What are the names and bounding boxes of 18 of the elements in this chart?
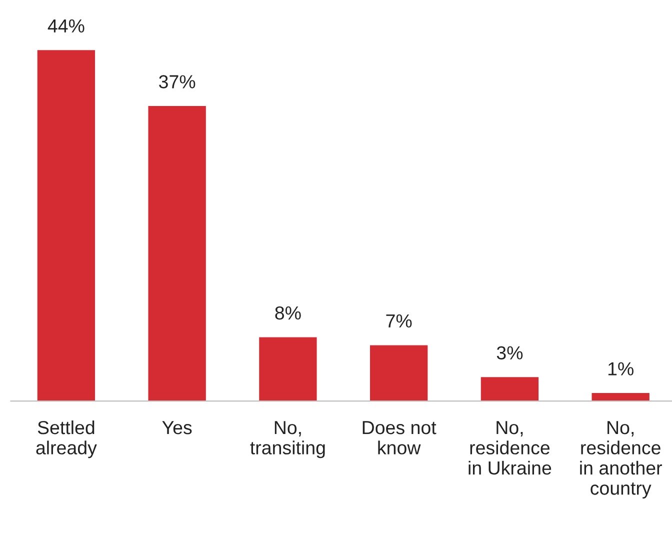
bar	[592, 393, 650, 402]
data-label: 37%	[159, 75, 196, 88]
x-tick-label: No, residence in Ukraine	[468, 421, 552, 475]
data-label: 3%	[496, 346, 523, 360]
bar	[259, 337, 317, 402]
data-label: 1%	[608, 362, 634, 376]
x-tick-label: No, transiting	[250, 421, 325, 458]
x-tick-label: Yes	[162, 421, 192, 434]
x-tick-label: Does not know	[362, 421, 436, 454]
bar	[148, 106, 206, 402]
x-tick-label: No, residence in another country	[580, 421, 662, 499]
bar	[370, 345, 428, 402]
x-tick-label: Settled already	[36, 420, 97, 458]
bar	[37, 50, 96, 402]
data-label: 7%	[386, 314, 412, 328]
data-label: 44%	[48, 19, 84, 33]
data-label: 8%	[275, 306, 301, 320]
bar	[480, 377, 539, 402]
